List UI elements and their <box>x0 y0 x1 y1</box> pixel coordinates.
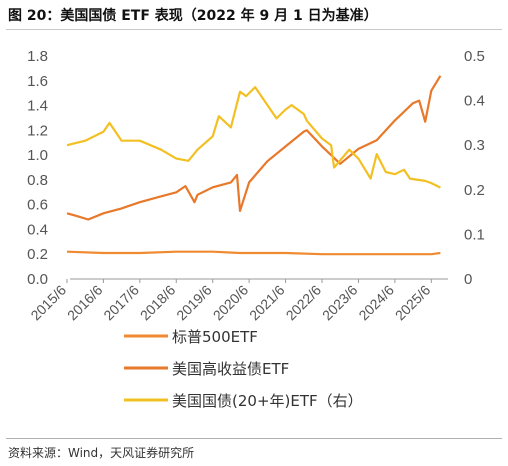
left-tick-label: 0.2 <box>27 246 48 263</box>
right-tick-label: 0.5 <box>464 48 485 65</box>
left-tick-label: 1.2 <box>27 122 48 139</box>
x-tick-label: 2019/6 <box>173 282 215 324</box>
x-tick-label: 2024/6 <box>355 282 397 324</box>
legend-label: 美国国债(20+年)ETF（右） <box>172 392 363 410</box>
right-tick-label: 0.3 <box>464 137 485 154</box>
right-axis-ticks: 0 0.1 0.2 0.3 0.4 0.5 <box>464 48 485 288</box>
left-tick-label: 1.6 <box>27 73 48 90</box>
right-tick-label: 0.2 <box>464 182 485 199</box>
title-divider <box>6 29 502 30</box>
legend: 标普500ETF 美国高收益债ETF 美国国债(20+年)ETF（右） <box>124 328 363 410</box>
left-tick-label: 0.4 <box>27 221 48 238</box>
source-note: 资料来源：Wind，天风证券研究所 <box>8 446 195 460</box>
treasury-line <box>66 86 441 189</box>
x-tick-label: 2021/6 <box>246 282 288 324</box>
x-tick-label: 2020/6 <box>210 282 252 324</box>
x-tick-label: 2025/6 <box>392 282 434 324</box>
right-tick-label: 0.1 <box>464 226 485 243</box>
line-chart: 0.00.20.40.60.81.01.21.41.61.8 00.10.20.… <box>27 48 485 410</box>
x-tick-label: 2017/6 <box>100 282 142 324</box>
left-tick-label: 0.0 <box>27 271 48 288</box>
x-tick-label: 2016/6 <box>64 282 106 324</box>
left-axis-ticks: 0.0 0.2 0.4 0.6 0.8 1.0 1.2 1.4 1.6 1.8 <box>27 48 48 288</box>
chart-title: 图 20：美国国债 ETF 表现（2022 年 9 月 1 日为基准） <box>8 8 378 24</box>
left-tick-label: 0.8 <box>27 172 48 189</box>
series-layer <box>66 75 442 256</box>
left-tick-label: 0.6 <box>27 197 48 214</box>
x-axis-ticks: 2015/62016/62017/62018/62019/62020/62021… <box>27 279 434 324</box>
legend-label: 美国高收益债ETF <box>172 360 289 378</box>
left-tick-label: 1.8 <box>27 48 48 65</box>
source-divider <box>6 438 502 439</box>
right-tick-label: 0 <box>464 271 472 288</box>
left-tick-label: 1.4 <box>27 98 48 115</box>
sp500-line <box>66 250 441 256</box>
left-tick-label: 1.0 <box>27 147 48 164</box>
x-tick-label: 2018/6 <box>137 282 179 324</box>
x-tick-label: 2022/6 <box>283 282 325 324</box>
legend-label: 标普500ETF <box>172 328 258 346</box>
right-tick-label: 0.4 <box>464 93 485 110</box>
x-tick-label: 2023/6 <box>319 282 361 324</box>
high-yield-line <box>66 75 442 221</box>
